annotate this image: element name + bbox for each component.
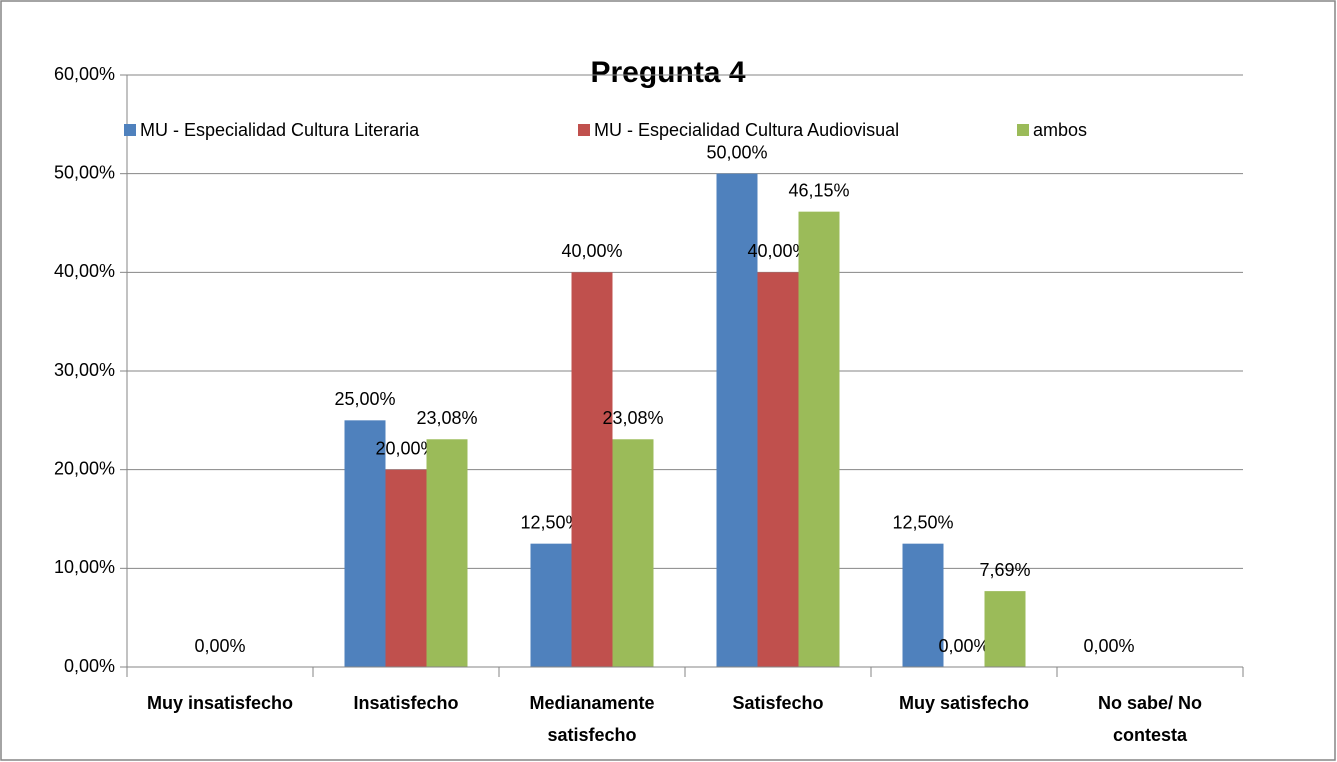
data-label: 20,00% [375, 438, 436, 458]
bar [385, 469, 427, 667]
data-label: 40,00% [747, 241, 808, 261]
data-label: 25,00% [334, 389, 395, 409]
data-label: 23,08% [602, 408, 663, 428]
x-tick-label: Satisfecho [732, 693, 824, 713]
x-tick-label: Muy insatisfecho [146, 693, 294, 713]
legend-label: MU - Especialidad Cultura Audiovisual [594, 120, 899, 140]
data-label: 46,15% [788, 180, 849, 200]
data-label: 7,69% [979, 560, 1030, 580]
bar [426, 439, 468, 667]
x-tick-label: No sabe/ No contesta [1097, 693, 1203, 745]
data-label: 40,00% [561, 241, 622, 261]
chart-title: Pregunta 4 [590, 56, 745, 89]
legend-swatch [1017, 124, 1029, 136]
bar [716, 173, 758, 667]
bar [798, 211, 840, 668]
data-label: 12,50% [892, 512, 953, 532]
legend-label: MU - Especialidad Cultura Literaria [140, 120, 420, 140]
bar [344, 420, 386, 667]
data-label: 0,00% [194, 636, 245, 656]
legend-label: ambos [1033, 120, 1087, 140]
bar [530, 543, 572, 667]
bar [984, 591, 1026, 667]
x-tick-label: Medianamente satisfecho [529, 693, 655, 745]
bar [571, 272, 613, 667]
legend-swatch [578, 124, 590, 136]
y-tick-label: 40,00% [54, 261, 115, 281]
y-tick-label: 10,00% [54, 557, 115, 577]
y-tick-label: 20,00% [54, 458, 115, 478]
x-tick-label: Insatisfecho [353, 693, 459, 713]
x-tick-label: Muy satisfecho [898, 693, 1030, 713]
y-tick-label: 0,00% [64, 656, 115, 676]
data-label: 0,00% [938, 636, 989, 656]
data-label: 23,08% [416, 408, 477, 428]
bar [757, 272, 799, 667]
data-label: 50,00% [706, 142, 767, 162]
bar [612, 439, 654, 667]
data-label: 12,50% [520, 512, 581, 532]
data-label: 0,00% [1083, 636, 1134, 656]
y-tick-label: 60,00% [54, 64, 115, 84]
legend-swatch [124, 124, 136, 136]
bar [902, 543, 944, 667]
y-tick-label: 50,00% [54, 162, 115, 182]
y-tick-label: 30,00% [54, 360, 115, 380]
